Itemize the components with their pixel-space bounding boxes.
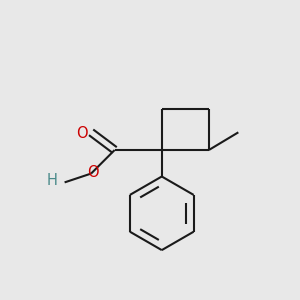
Text: O: O	[87, 165, 98, 180]
Text: H: H	[46, 173, 57, 188]
Text: O: O	[76, 126, 88, 141]
